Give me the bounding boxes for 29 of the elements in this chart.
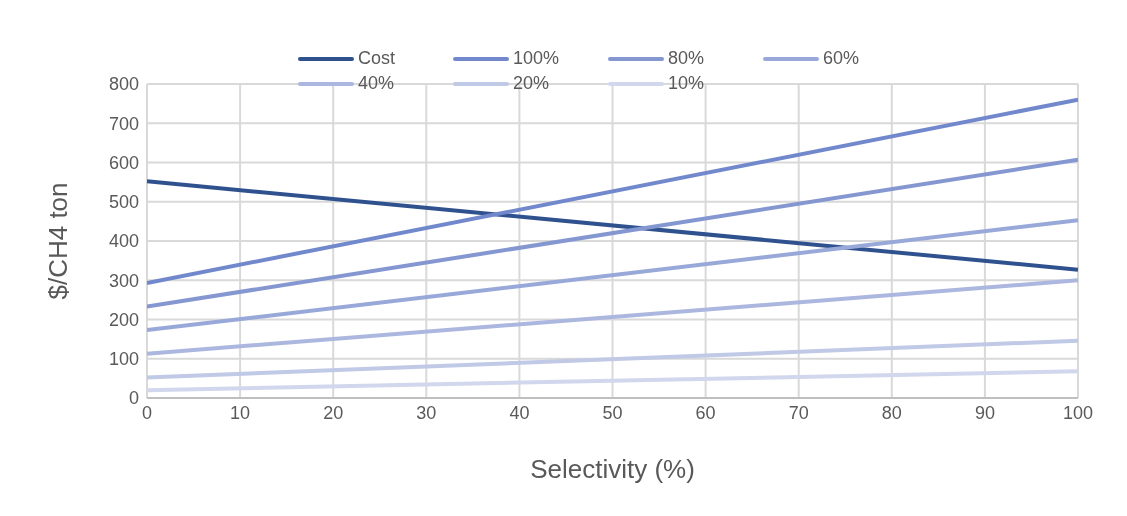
- x-tick-label: 0: [141, 402, 153, 423]
- legend-label: 80%: [668, 48, 705, 69]
- x-tick-label: 80: [881, 402, 902, 423]
- y-axis-title: $/CH4 ton: [43, 182, 74, 300]
- y-tick-label: 600: [108, 152, 139, 173]
- legend-label: 10%: [668, 73, 705, 94]
- y-tick-label: 300: [108, 270, 139, 291]
- y-tick-label: 500: [108, 192, 139, 213]
- y-tick-label: 200: [108, 309, 139, 330]
- x-tick-label: 10: [230, 402, 251, 423]
- y-tick-label: 100: [108, 349, 139, 370]
- x-axis-title: Selectivity (%): [530, 454, 695, 484]
- legend-label: Cost: [358, 48, 396, 69]
- legend-label: 60%: [823, 48, 860, 69]
- y-tick-label: 700: [108, 113, 139, 134]
- legend-label: 100%: [513, 48, 560, 69]
- x-tick-label: 60: [695, 402, 716, 423]
- legend-label: 40%: [358, 73, 395, 94]
- x-tick-label: 40: [509, 402, 530, 423]
- x-tick-label: 30: [416, 402, 437, 423]
- legend-label: 20%: [513, 73, 550, 94]
- y-tick-label: 400: [108, 231, 139, 252]
- x-tick-label: 70: [788, 402, 809, 423]
- x-tick-label: 20: [323, 402, 344, 423]
- y-tick-label: 800: [108, 74, 139, 95]
- y-tick-label: 0: [128, 388, 139, 409]
- x-tick-label: 90: [974, 402, 995, 423]
- x-tick-label: 50: [602, 402, 623, 423]
- x-tick-label: 100: [1062, 402, 1094, 423]
